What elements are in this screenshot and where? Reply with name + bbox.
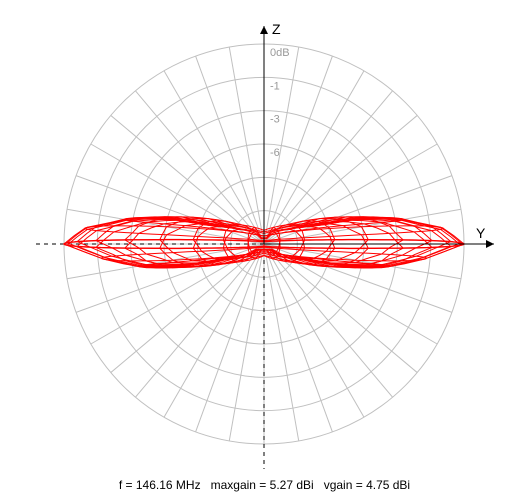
axes-dashed bbox=[34, 244, 264, 469]
caption-vgain: vgain = 4.75 dBi bbox=[324, 478, 410, 492]
axis-label-z: Z bbox=[272, 21, 281, 37]
arrow-y bbox=[486, 240, 494, 248]
arrow-z bbox=[260, 26, 268, 34]
ring-label: -6 bbox=[270, 147, 280, 159]
caption-freq: f = 146.16 MHz bbox=[119, 478, 201, 492]
ring-label: -3 bbox=[270, 114, 280, 126]
ring-label: -1 bbox=[270, 80, 280, 92]
ring-label: 0dB bbox=[270, 47, 290, 59]
axes-solid: ZY bbox=[260, 21, 494, 248]
caption-text: f = 146.16 MHz maxgain = 5.27 dBi vgain … bbox=[0, 478, 529, 492]
axis-label-y: Y bbox=[476, 225, 486, 241]
caption-maxgain: maxgain = 5.27 dBi bbox=[211, 478, 314, 492]
